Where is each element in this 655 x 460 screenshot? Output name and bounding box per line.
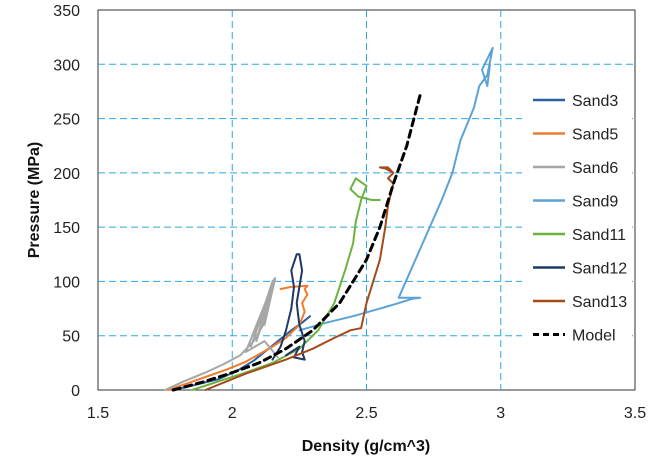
y-tick-label: 150 xyxy=(53,220,80,237)
grid-lines xyxy=(98,10,635,390)
series-line-sand12 xyxy=(271,253,306,361)
series-line-sand9 xyxy=(298,47,494,332)
legend-label-model: Model xyxy=(572,328,616,345)
legend-label-sand12: Sand12 xyxy=(572,261,627,278)
x-tick-labels: 1.5 2 2.5 3 3.5 xyxy=(87,405,646,422)
legend-label-sand11: Sand11 xyxy=(572,227,626,244)
legend-label-sand9: Sand9 xyxy=(572,194,618,211)
y-tick-label: 200 xyxy=(53,166,80,183)
x-tick-label: 3 xyxy=(496,405,505,422)
legend-label-sand6: Sand6 xyxy=(572,160,618,177)
series-line-sand5 xyxy=(166,284,309,391)
x-tick-label: 2 xyxy=(228,405,237,422)
y-tick-labels: 0 50 100 150 200 250 300 350 xyxy=(53,3,80,400)
legend-background xyxy=(522,80,632,350)
legend-label-sand13: Sand13 xyxy=(572,294,627,311)
x-tick-label: 3.5 xyxy=(624,405,646,422)
series-line-model xyxy=(171,93,422,392)
y-tick-label: 0 xyxy=(71,383,80,400)
y-tick-label: 100 xyxy=(53,274,80,291)
y-tick-label: 350 xyxy=(53,3,80,20)
legend: Sand3 Sand5 Sand6 Sand9 Sand11 Sand12 Sand13 Mo… xyxy=(522,80,632,350)
y-tick-label: 250 xyxy=(53,112,80,129)
x-axis-title: Density (g/cm^3) xyxy=(302,438,430,455)
x-tick-label: 2.5 xyxy=(355,405,377,422)
y-tick-label: 50 xyxy=(62,329,80,346)
series-line-sand13 xyxy=(204,166,395,391)
series-line-sand6 xyxy=(164,277,279,391)
y-axis-title: Pressure (MPa) xyxy=(26,142,43,259)
y-tick-label: 300 xyxy=(53,57,80,74)
series-line-sand11 xyxy=(191,177,381,391)
legend-label-sand5: Sand5 xyxy=(572,127,618,144)
x-tick-label: 1.5 xyxy=(87,405,109,422)
series-layer xyxy=(164,47,494,392)
legend-label-sand3: Sand3 xyxy=(572,93,618,110)
